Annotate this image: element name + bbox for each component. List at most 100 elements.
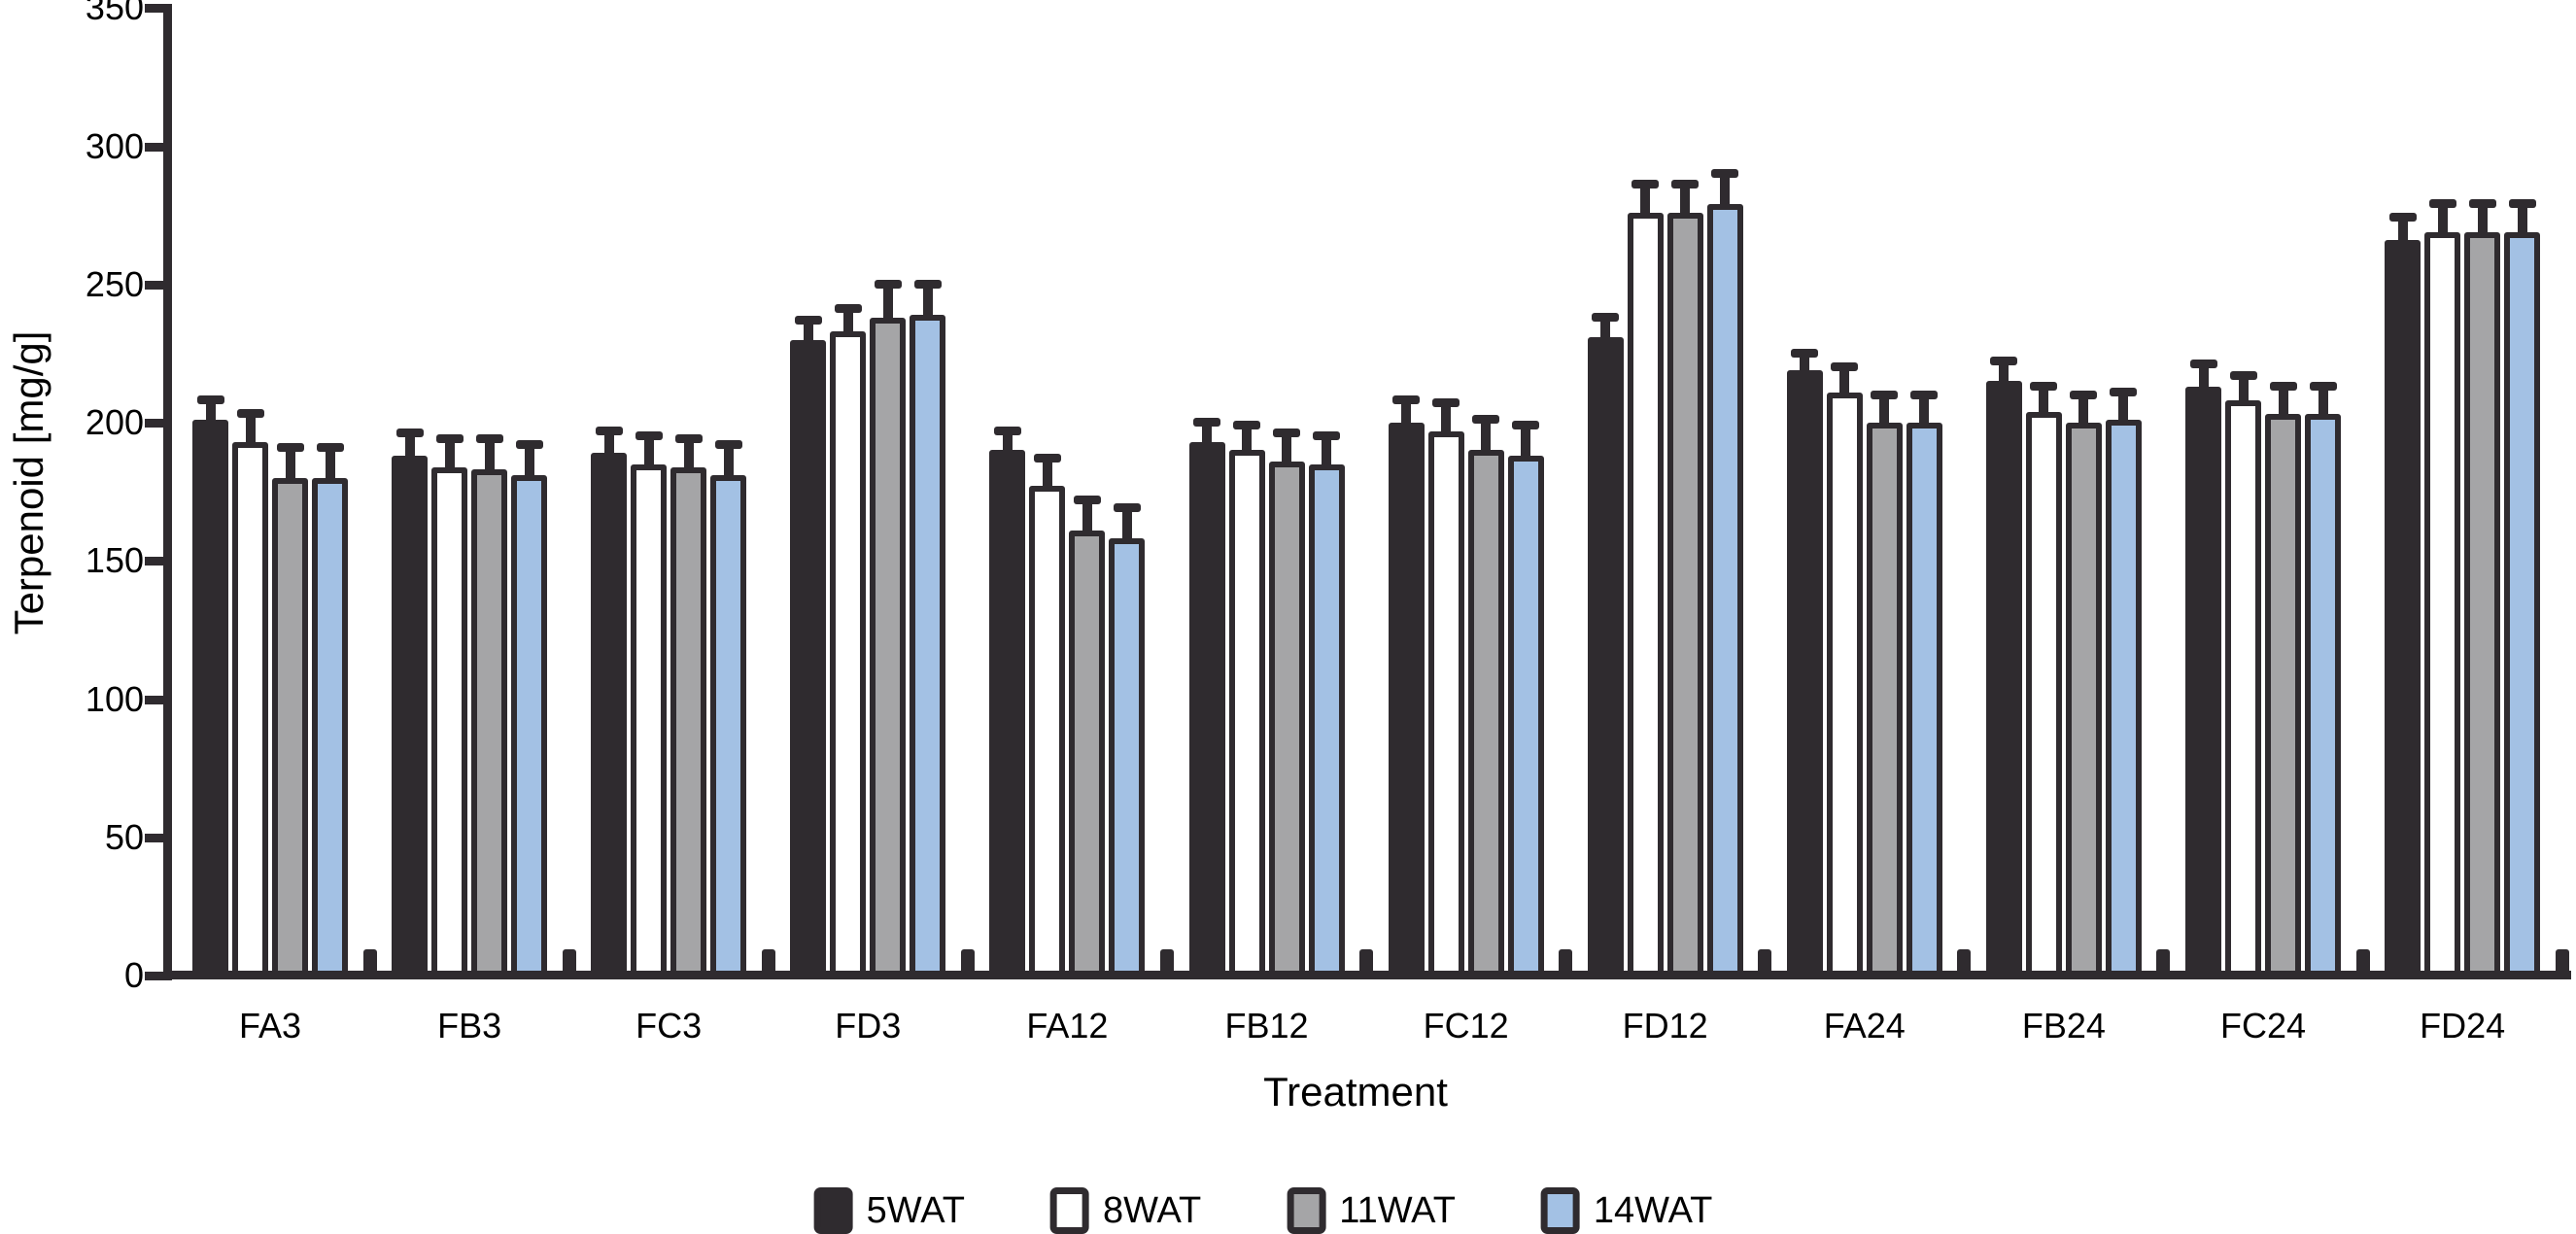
bar-FA12-14WAT <box>1109 538 1146 977</box>
y-axis-tick <box>145 972 172 980</box>
bar-FC12-8WAT <box>1427 430 1464 977</box>
error-bar-cap-FB12-14WAT <box>1313 431 1340 441</box>
legend-swatch-8wat <box>1049 1187 1089 1234</box>
legend-label-5wat: 5WAT <box>866 1190 965 1231</box>
x-axis-tick <box>1159 949 1174 971</box>
error-bar-stem-FC12-8WAT <box>1441 403 1452 435</box>
error-bar-cap-FB3-5WAT <box>395 428 424 438</box>
legend-swatch-5wat <box>813 1187 853 1234</box>
bar-FD12-5WAT <box>1587 336 1624 977</box>
error-bar-cap-FC3-8WAT <box>635 431 663 441</box>
error-bar-stem-FD3-14WAT <box>922 284 933 320</box>
error-bar-stem-FC24-11WAT <box>2278 387 2288 419</box>
bar-FC24-11WAT <box>2265 414 2301 977</box>
x-axis-category-label: FA24 <box>1823 1006 1906 1045</box>
error-bar-stem-FB12-11WAT <box>1282 433 1291 465</box>
y-axis-tick-label: 150 <box>85 540 144 581</box>
error-bar-cap-FA3-5WAT <box>196 395 224 405</box>
error-bar-cap-FC24-8WAT <box>2229 370 2257 380</box>
error-bar-cap-FA12-5WAT <box>993 426 1021 435</box>
error-bar-stem-FD12-11WAT <box>1680 185 1691 217</box>
error-bar-cap-FD3-14WAT <box>913 279 942 289</box>
error-bar-stem-FC3-14WAT <box>723 444 734 480</box>
error-bar-stem-FD3-5WAT <box>803 320 813 344</box>
error-bar-stem-FA12-8WAT <box>1042 458 1052 491</box>
bar-FA24-14WAT <box>1906 423 1942 977</box>
error-bar-stem-FC12-11WAT <box>1481 420 1492 455</box>
y-axis-title: Terpenoid [mg/g] <box>6 330 52 635</box>
error-bar-stem-FC24-8WAT <box>2238 375 2249 405</box>
error-bar-cap-FD12-11WAT <box>1671 180 1700 189</box>
x-axis-tick <box>562 949 576 971</box>
y-axis-tick-label: 0 <box>123 955 144 995</box>
error-bar-stem-FB12-8WAT <box>1242 425 1252 455</box>
error-bar-cap-FD12-8WAT <box>1631 180 1660 189</box>
bar-FA3-11WAT <box>272 477 308 977</box>
error-bar-stem-FB3-5WAT <box>404 433 415 461</box>
bar-FD24-8WAT <box>2424 231 2461 977</box>
error-bar-stem-FC24-5WAT <box>2198 364 2209 391</box>
error-bar-stem-FB3-11WAT <box>484 439 495 474</box>
bar-FB12-5WAT <box>1188 441 1225 977</box>
error-bar-cap-FD3-11WAT <box>874 279 902 289</box>
y-axis-tick-label: 200 <box>85 402 144 442</box>
error-bar-stem-FD24-14WAT <box>2517 204 2527 236</box>
error-bar-cap-FA24-5WAT <box>1791 348 1819 358</box>
y-axis-tick <box>145 4 172 14</box>
error-bar-cap-FD12-5WAT <box>1592 312 1620 322</box>
bar-FB12-11WAT <box>1268 461 1305 977</box>
x-axis-category-label: FB3 <box>437 1006 502 1045</box>
x-axis-tick <box>362 949 377 971</box>
bar-FC12-5WAT <box>1388 423 1425 977</box>
bar-FC24-14WAT <box>2305 414 2341 977</box>
error-bar-cap-FD24-5WAT <box>2388 213 2417 223</box>
error-bar-stem-FC3-11WAT <box>683 439 694 471</box>
bar-FD3-14WAT <box>910 315 946 977</box>
x-axis-category-label: FA12 <box>1026 1006 1109 1045</box>
error-bar-cap-FB12-5WAT <box>1193 418 1220 427</box>
x-axis-tick <box>2555 949 2569 971</box>
x-axis-tick <box>1559 949 1573 971</box>
error-bar-stem-FD12-14WAT <box>1720 173 1731 209</box>
error-bar-cap-FC3-11WAT <box>674 434 703 444</box>
x-axis-title: Treatment <box>1263 1069 1448 1114</box>
error-bar-cap-FC12-5WAT <box>1392 395 1421 405</box>
error-bar-cap-FB3-11WAT <box>475 434 503 444</box>
legend-label-8wat: 8WAT <box>1102 1190 1202 1231</box>
legend-swatch-11wat <box>1287 1187 1326 1234</box>
y-axis-tick <box>145 557 172 566</box>
bar-FB12-8WAT <box>1228 450 1265 977</box>
error-bar-stem-FA3-14WAT <box>325 447 335 482</box>
y-axis-tick-label: 250 <box>85 263 144 304</box>
bar-FA3-5WAT <box>192 420 228 977</box>
bar-FC24-8WAT <box>2225 400 2261 977</box>
x-axis-category-label: FD12 <box>1622 1006 1708 1045</box>
bar-FD12-8WAT <box>1627 212 1664 977</box>
x-axis-tick <box>2355 949 2370 971</box>
y-axis-tick <box>145 419 172 428</box>
error-bar-cap-FA24-8WAT <box>1831 362 1859 372</box>
error-bar-cap-FB24-5WAT <box>1990 357 2018 366</box>
bar-FD3-8WAT <box>830 331 867 977</box>
error-bar-cap-FD3-8WAT <box>834 304 862 314</box>
x-axis-tick <box>1957 949 1972 971</box>
bar-FB24-14WAT <box>2105 420 2142 977</box>
bar-FC3-11WAT <box>670 466 707 977</box>
error-bar-stem-FC3-5WAT <box>603 430 614 458</box>
bar-FD24-14WAT <box>2504 231 2541 977</box>
legend-item-14wat: 14WAT <box>1540 1187 1712 1234</box>
bar-FC12-14WAT <box>1507 456 1544 977</box>
legend: 5WAT 8WAT 11WAT 14WAT <box>813 1187 1712 1234</box>
x-axis-line <box>163 971 2571 979</box>
y-axis-tick <box>145 142 172 152</box>
error-bar-stem-FA24-8WAT <box>1839 367 1850 396</box>
error-bar-stem-FA3-11WAT <box>285 447 295 482</box>
error-bar-stem-FD24-11WAT <box>2477 204 2488 236</box>
bar-FA3-8WAT <box>232 441 268 977</box>
bar-FA24-8WAT <box>1826 392 1863 977</box>
error-bar-cap-FA12-8WAT <box>1033 453 1061 463</box>
bar-FC24-5WAT <box>2185 387 2221 977</box>
bar-FB24-8WAT <box>2025 411 2062 977</box>
error-bar-stem-FA24-5WAT <box>1800 353 1810 374</box>
bar-FD24-5WAT <box>2385 240 2421 977</box>
